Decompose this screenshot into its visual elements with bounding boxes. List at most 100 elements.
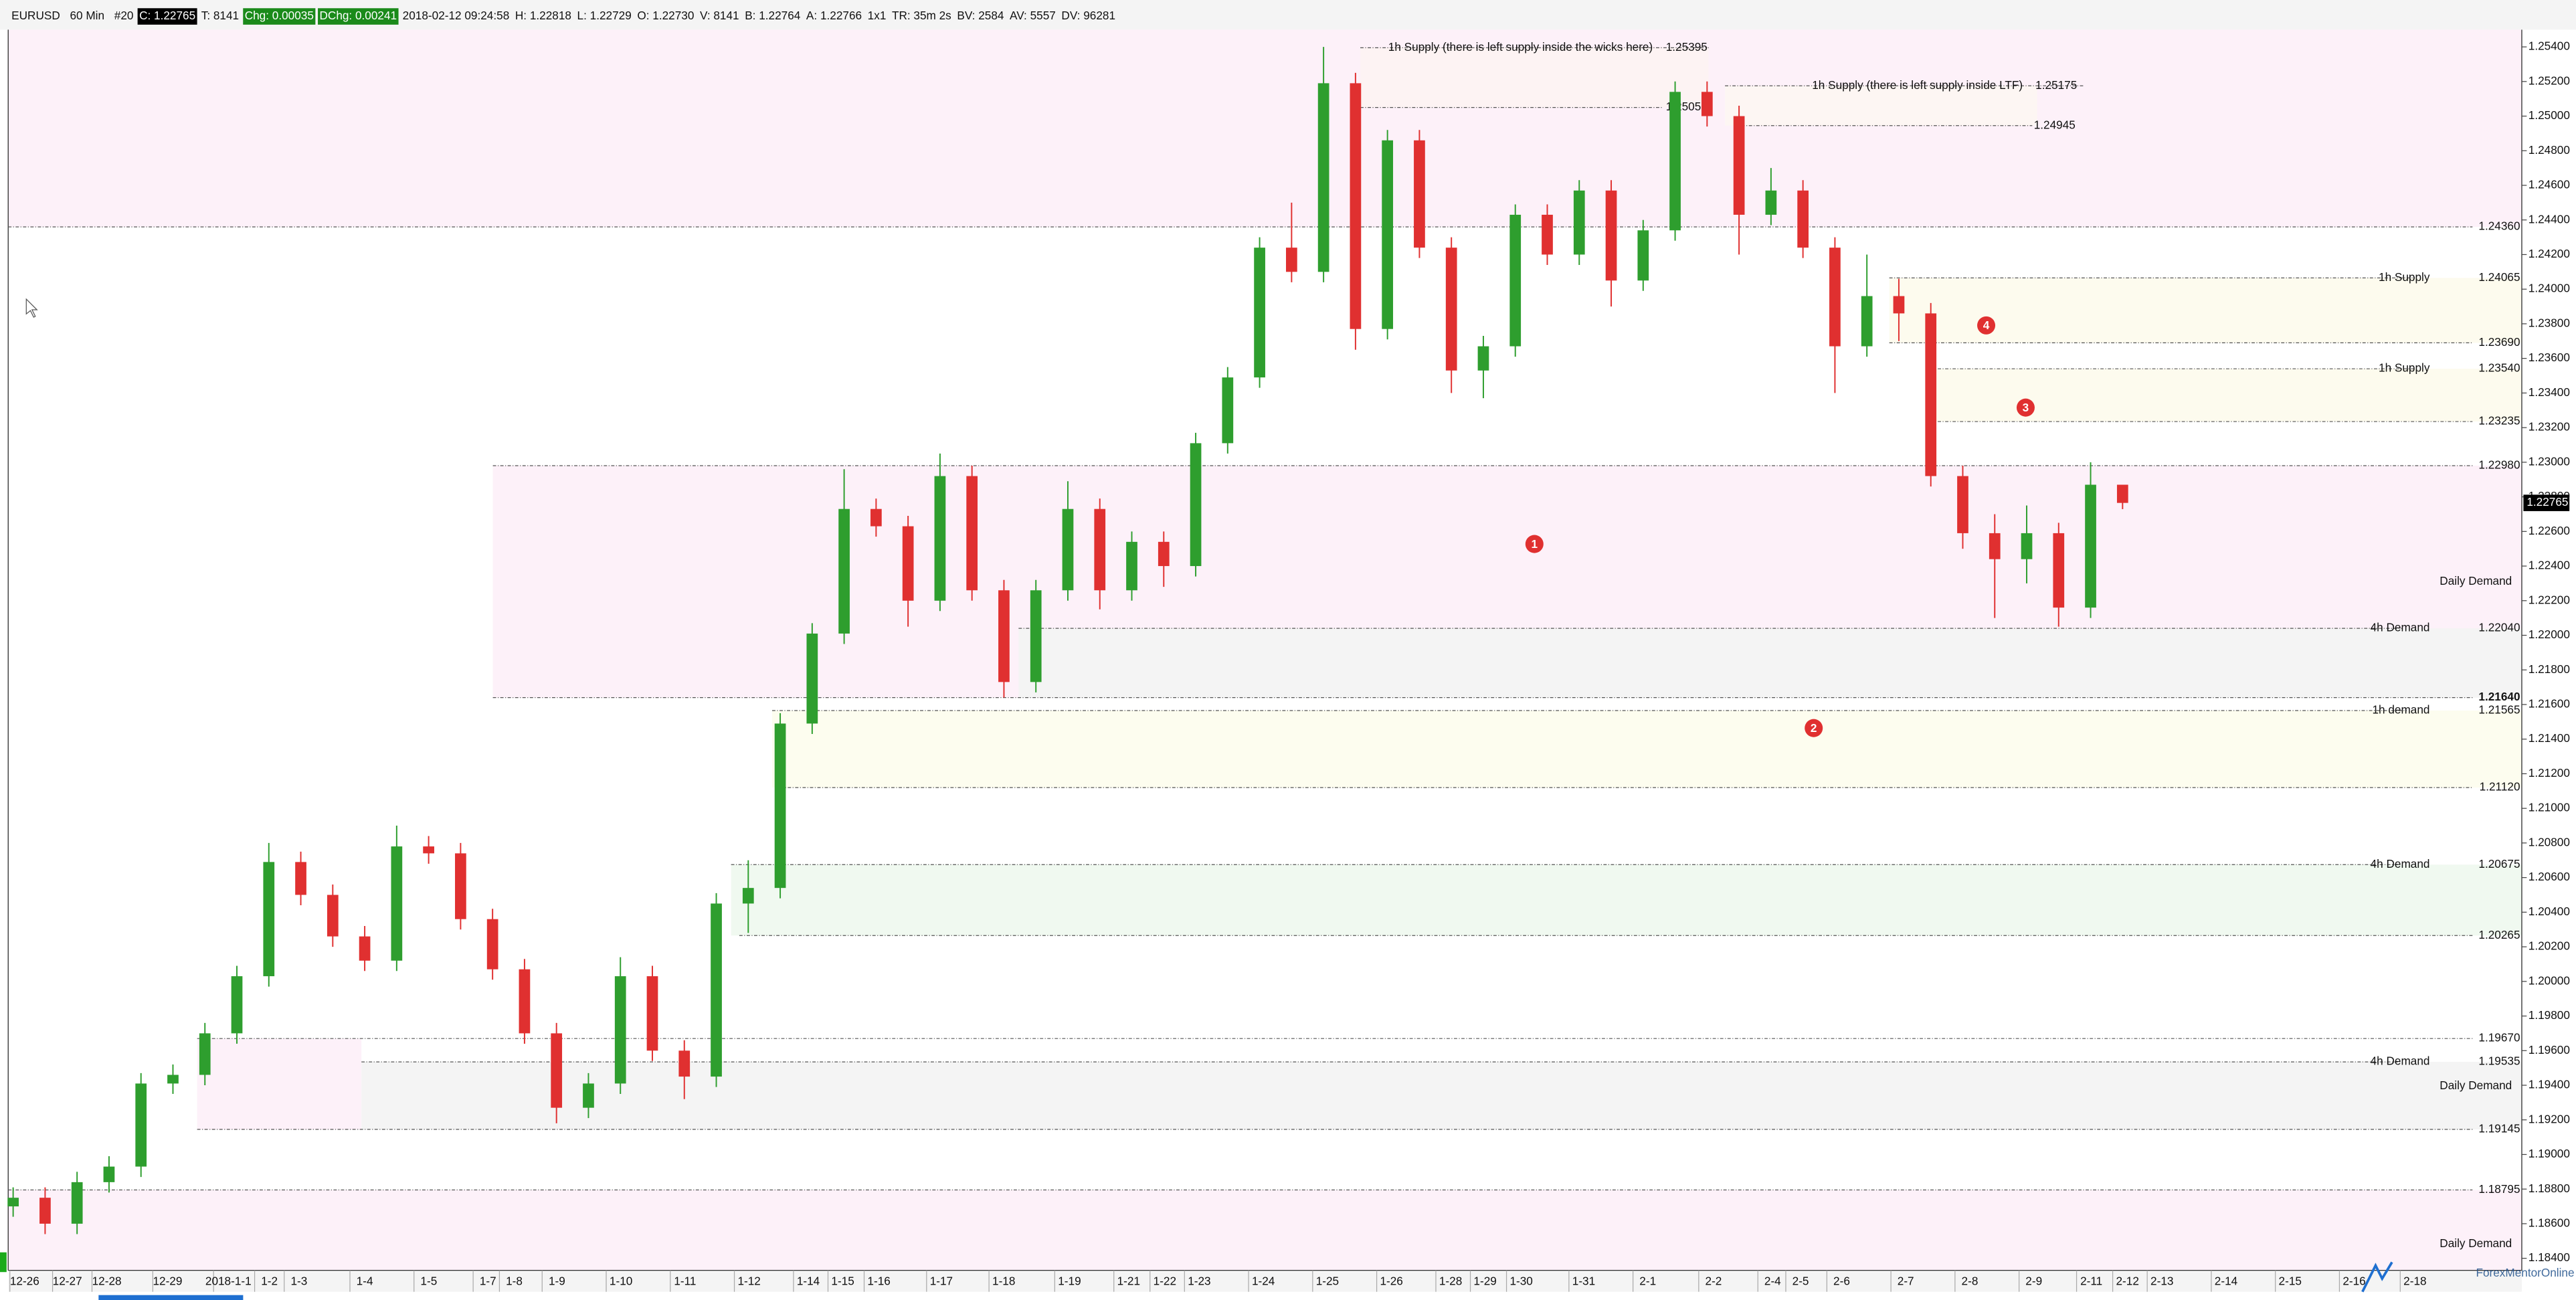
marker-label: 2	[1811, 721, 1817, 735]
candle-body	[1605, 190, 1617, 281]
level-value: 1.24065	[2478, 270, 2520, 284]
level-value: 1.25175	[2035, 78, 2077, 92]
y-tick-label: 1.21600	[2528, 697, 2570, 711]
marker-circle	[1805, 719, 1823, 737]
candle-body	[934, 476, 946, 601]
x-tick-label: 1-2	[261, 1275, 278, 1288]
header-field: H: 1.22818	[515, 9, 571, 22]
candle-body	[1573, 190, 1585, 255]
y-tick-label: 1.21000	[2528, 801, 2570, 814]
header-field: 60 Min	[70, 9, 104, 22]
x-tick-label: 1-9	[549, 1275, 565, 1288]
x-tick-label: 1-12	[737, 1275, 760, 1288]
candle-body	[583, 1083, 594, 1108]
candle-body	[742, 888, 754, 904]
x-tick-label: 2-12	[2116, 1275, 2138, 1288]
candle-body	[902, 526, 914, 601]
x-tick-label: 2-9	[2025, 1275, 2042, 1288]
x-tick-label: 2-7	[1898, 1275, 1914, 1288]
x-tick-label: 12-29	[153, 1275, 182, 1288]
y-tick-label: 1.20200	[2528, 939, 2570, 953]
candle-body	[1765, 190, 1777, 215]
x-tick-label: 2-16	[2342, 1275, 2365, 1288]
x-tick-label: 12-26	[10, 1275, 39, 1288]
candle-body	[1701, 92, 1713, 116]
y-tick-label: 1.25200	[2528, 74, 2570, 87]
x-tick-label: 2-6	[1833, 1275, 1850, 1288]
level-value: 1.18795	[2478, 1182, 2520, 1196]
level-name: 1h Supply	[2379, 361, 2430, 375]
annotation: Daily Demand	[2440, 574, 2512, 587]
level-value: 1.25395	[1666, 40, 1708, 54]
x-tick-label: 1-11	[674, 1275, 696, 1288]
level-name: 1h demand	[2372, 703, 2429, 717]
candle-body	[1829, 248, 1841, 347]
y-tick-label: 1.23600	[2528, 351, 2570, 364]
y-tick-label: 1.18400	[2528, 1250, 2570, 1264]
candle-body	[1414, 140, 1425, 248]
y-tick-label: 1.24800	[2528, 143, 2570, 157]
candle-body	[231, 976, 243, 1034]
x-tick-label: 1-24	[1252, 1275, 1275, 1288]
level-value: 1.20675	[2478, 857, 2520, 870]
x-tick-label: 2-18	[2403, 1275, 2426, 1288]
x-tick-label: 12-28	[92, 1275, 122, 1288]
candle-body	[838, 508, 850, 634]
candle-body	[1477, 346, 1489, 371]
level-value: 1.24360	[2478, 219, 2520, 233]
annotation: Daily Demand	[2440, 1079, 2512, 1092]
candle-body	[1509, 214, 1522, 347]
marker-circle	[2016, 398, 2035, 417]
candle-body	[199, 1033, 211, 1075]
x-tick-label: 2-11	[2080, 1275, 2102, 1288]
y-tick-label: 1.23800	[2528, 316, 2570, 329]
header-bar	[0, 0, 2576, 30]
last-price-box	[2523, 494, 2570, 511]
y-tick-label: 1.22600	[2528, 524, 2570, 537]
x-tick-label: 1-31	[1572, 1275, 1595, 1288]
level-value: 1.23235	[2478, 414, 2520, 428]
candle-body	[263, 862, 275, 977]
cursor	[25, 298, 38, 318]
candle-body	[646, 976, 658, 1051]
candle-body	[1285, 248, 1297, 272]
candle-body	[1957, 476, 1968, 533]
header-field: O: 1.22730	[637, 9, 694, 22]
level-value: 1.23690	[2478, 335, 2520, 349]
y-tick-label: 1.19200	[2528, 1112, 2570, 1125]
zone	[1018, 628, 2522, 698]
x-tick-label: 2018-1-1	[205, 1275, 252, 1288]
header-highlight	[318, 8, 399, 25]
watermark: ForexMentorOnline	[2476, 1266, 2574, 1279]
x-tick-label: 1-4	[357, 1275, 373, 1288]
zone	[8, 29, 2522, 227]
marker-circle	[1525, 535, 1544, 553]
watermark-logo	[2361, 1261, 2393, 1293]
x-tick-label: 2-13	[2150, 1275, 2173, 1288]
header-field: V: 8141	[700, 9, 739, 22]
level-value: 1.19145	[2478, 1122, 2520, 1135]
marker-label: 3	[2023, 401, 2029, 414]
candle-body	[2053, 533, 2065, 608]
x-tick-label: 1-17	[930, 1275, 953, 1288]
x-tick-label: 2-15	[2279, 1275, 2302, 1288]
header-field: DChg: 0.00241	[320, 9, 397, 22]
candle-body	[1861, 296, 1873, 347]
level-value: 1.24945	[2034, 118, 2076, 131]
candle-body	[167, 1075, 179, 1084]
marker-circle	[1977, 316, 1996, 335]
candle-body	[103, 1166, 115, 1182]
y-tick-label: 1.22400	[2528, 559, 2570, 572]
header-field: Chg: 0.00035	[245, 9, 314, 22]
level-name: 1h Supply	[2379, 270, 2430, 284]
x-tick-label: 2-14	[2215, 1275, 2238, 1288]
candle-body	[1445, 248, 1457, 371]
header-field: A: 1.22766	[806, 9, 862, 22]
y-tick-label: 1.21800	[2528, 662, 2570, 676]
candle-body	[71, 1182, 83, 1224]
x-tick-label: 2-4	[1764, 1275, 1781, 1288]
level-value: 1.21565	[2478, 703, 2520, 717]
candle-body	[135, 1083, 147, 1167]
indicator	[0, 1252, 7, 1273]
